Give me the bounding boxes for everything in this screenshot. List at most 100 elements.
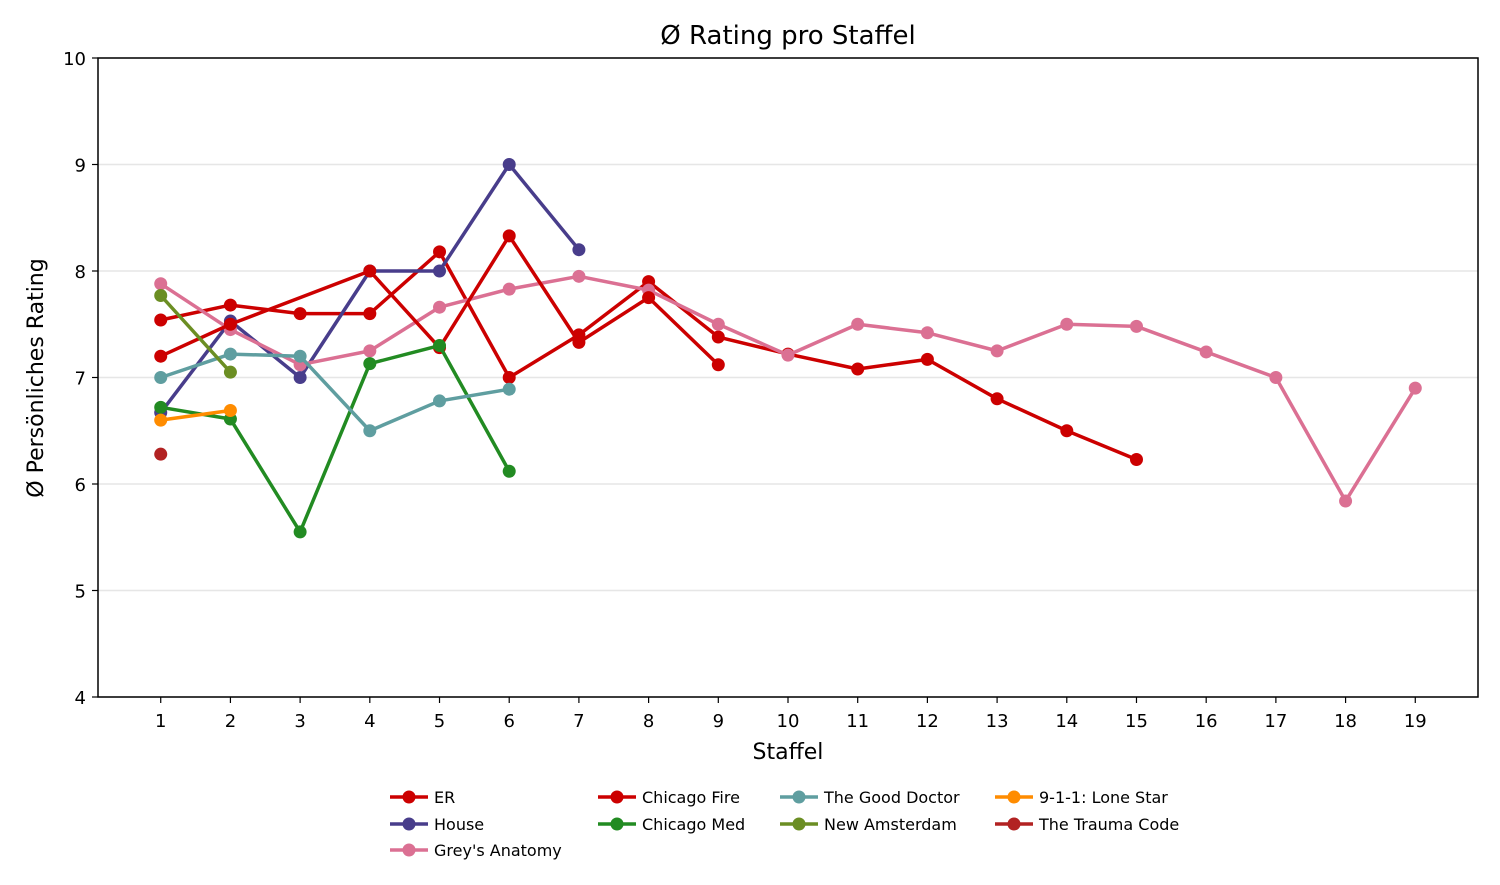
series-chicago-med [154, 339, 516, 539]
data-point [1408, 381, 1422, 395]
data-point [223, 404, 237, 418]
data-point [502, 158, 516, 171]
data-point [154, 349, 168, 363]
data-point [990, 344, 1004, 358]
x-tick-label: 15 [1125, 711, 1148, 732]
data-point [711, 358, 725, 372]
series-9-1-1-lone-star [154, 404, 237, 427]
data-point [1129, 319, 1143, 333]
legend-item: Chicago Med [598, 815, 745, 834]
x-tick-label: 19 [1404, 711, 1427, 732]
data-point [642, 291, 656, 305]
series-grey-s-anatomy [154, 269, 1422, 508]
data-point [502, 371, 516, 384]
y-tick-label: 10 [63, 49, 86, 70]
data-point [293, 525, 307, 539]
x-axis-label: Staffel [753, 740, 824, 765]
data-point [363, 264, 377, 278]
series-line [160, 343, 511, 534]
x-tick-label: 18 [1334, 711, 1357, 732]
data-point [154, 447, 168, 461]
x-tick-label: 8 [643, 711, 654, 732]
y-tick-label: 4 [75, 688, 86, 709]
y-tick-label: 6 [75, 475, 86, 496]
data-point [1199, 345, 1213, 359]
legend-marker [402, 817, 416, 831]
data-point [920, 326, 934, 340]
data-point [223, 298, 237, 312]
data-point [433, 245, 447, 259]
legend-marker [792, 790, 806, 804]
series-the-good-doctor [154, 347, 516, 438]
x-tick-label: 4 [364, 711, 375, 732]
data-point [851, 317, 865, 331]
legend-item: Grey's Anatomy [390, 841, 562, 860]
data-point [711, 317, 725, 331]
data-point [502, 464, 516, 478]
data-point [154, 413, 168, 427]
x-tick-label: 6 [503, 711, 514, 732]
legend-item: 9-1-1: Lone Star [995, 788, 1168, 807]
x-tick-label: 11 [846, 711, 869, 732]
data-point [572, 243, 586, 257]
legend-label: The Trauma Code [1038, 815, 1179, 834]
x-tick-label: 3 [294, 711, 305, 732]
data-point [154, 371, 168, 384]
series-line [159, 234, 720, 366]
legend-marker [402, 843, 416, 857]
legend-label: Chicago Fire [642, 788, 740, 807]
y-tick-label: 9 [75, 156, 86, 177]
x-tick-label: 7 [573, 711, 584, 732]
data-point [1060, 317, 1074, 331]
data-point [1269, 371, 1283, 384]
y-tick-label: 8 [75, 262, 86, 283]
data-point [1060, 424, 1074, 438]
x-tick-label: 13 [986, 711, 1009, 732]
data-point [433, 394, 447, 408]
data-point [363, 307, 377, 321]
data-point [223, 365, 237, 379]
data-point [1339, 494, 1353, 508]
chart-title: Ø Rating pro Staffel [660, 21, 915, 51]
x-tick-label: 17 [1264, 711, 1287, 732]
x-tick-label: 14 [1055, 711, 1078, 732]
x-tick-label: 16 [1195, 711, 1218, 732]
data-point [223, 347, 237, 361]
legend-marker [402, 790, 416, 804]
legend-label: 9-1-1: Lone Star [1039, 788, 1168, 807]
series-new-amsterdam [154, 288, 237, 379]
data-point [711, 330, 725, 344]
data-point [920, 352, 934, 366]
data-point [363, 357, 377, 371]
legend-item: The Good Doctor [780, 788, 960, 807]
data-point [433, 339, 447, 353]
data-point [293, 307, 307, 321]
legend-marker [1007, 790, 1021, 804]
data-point [502, 229, 516, 243]
data-point [1129, 453, 1143, 467]
legend-label: The Good Doctor [823, 788, 960, 807]
y-axis-label: Ø Persönliches Rating [24, 258, 49, 497]
data-point [851, 362, 865, 376]
y-tick-label: 5 [75, 582, 86, 603]
data-point [154, 277, 168, 291]
legend-label: Chicago Med [642, 815, 745, 834]
series-chicago-fire [154, 229, 725, 372]
x-tick-label: 9 [713, 711, 724, 732]
legend-marker [610, 790, 624, 804]
series-line [160, 408, 231, 422]
data-point [502, 282, 516, 296]
data-point [293, 349, 307, 363]
data-point [154, 313, 168, 327]
data-point [572, 335, 586, 349]
legend-label: New Amsterdam [824, 815, 957, 834]
data-point [363, 344, 377, 358]
data-point [363, 424, 377, 438]
legend: ER House Grey's Anatomy Chicago Fire Chicago… [390, 788, 1179, 860]
data-point [293, 371, 307, 384]
data-point [154, 288, 168, 302]
legend-item: Chicago Fire [598, 788, 740, 807]
x-tick-label: 10 [777, 711, 800, 732]
data-point [154, 400, 168, 414]
